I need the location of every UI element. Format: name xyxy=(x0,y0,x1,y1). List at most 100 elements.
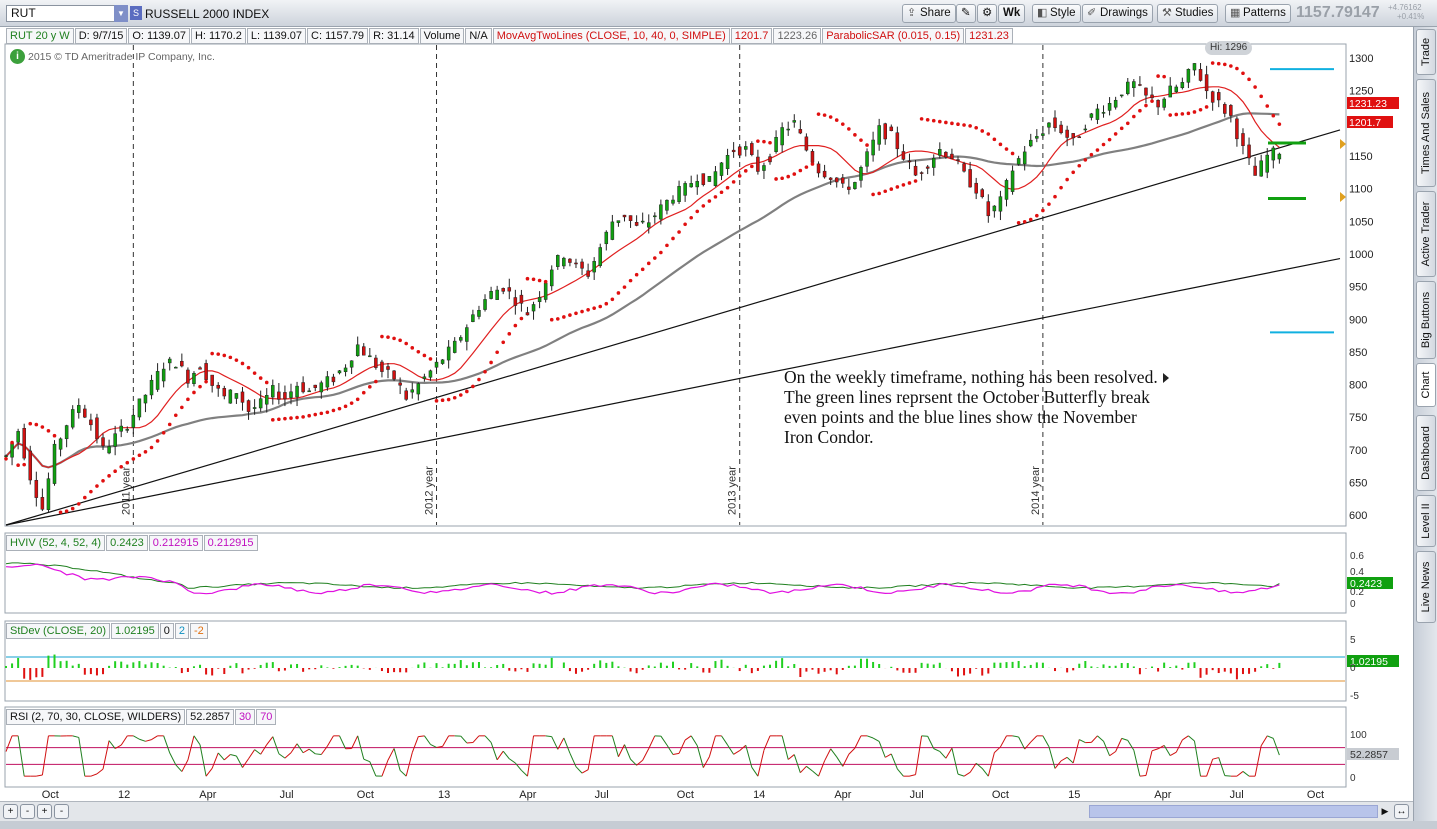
time-scrollbar-thumb[interactable] xyxy=(1089,805,1378,818)
candle-body xyxy=(295,385,299,398)
chart-annotation-text[interactable]: On the weekly timeframe, nothing has bee… xyxy=(784,367,1158,447)
sar-dot xyxy=(1198,107,1203,112)
symbol-link-badge[interactable]: S xyxy=(130,6,142,20)
sar-dot xyxy=(671,236,675,241)
quote-symbol-period[interactable]: RUT 20 y W xyxy=(6,27,74,44)
stdev-bar xyxy=(459,660,462,668)
time-tick-label: 12 xyxy=(118,789,130,801)
sidebar-tab-live-news[interactable]: Live News xyxy=(1416,551,1436,623)
sar-study-label[interactable]: ParabolicSAR (0.015, 0.15) xyxy=(822,27,965,44)
rsi-segment xyxy=(994,746,1001,753)
candle-body xyxy=(465,327,469,342)
stdev-bar xyxy=(629,668,632,672)
sidebar-tab-dashboard[interactable]: Dashboard xyxy=(1416,415,1436,491)
stdev-bar xyxy=(65,660,68,668)
stdev-bar xyxy=(932,664,935,668)
sar-dot xyxy=(768,140,772,145)
stdev-bar xyxy=(720,659,723,668)
rsi-segment xyxy=(575,766,583,774)
zoom-out-icon[interactable]: - xyxy=(20,804,35,819)
studies-icon: ⚒ xyxy=(1162,7,1172,19)
sar-dot xyxy=(28,421,33,426)
rsi-segment xyxy=(1030,735,1038,743)
price-panel[interactable] xyxy=(4,43,1347,527)
candle-body xyxy=(89,419,93,426)
stdev-bar xyxy=(393,668,396,673)
hviv-value-iv2: 0.212915 xyxy=(203,534,258,551)
price-tick-label: 950 xyxy=(1349,282,1367,294)
zoom-in-icon[interactable]: + xyxy=(3,804,18,819)
rsi-segment xyxy=(1012,735,1019,738)
price-tick-label: 1100 xyxy=(1349,184,1373,196)
stdev-bar xyxy=(762,665,765,668)
candle-body xyxy=(610,221,615,240)
patterns-button[interactable]: ▦ Patterns xyxy=(1225,4,1291,23)
sar-dot xyxy=(143,450,148,454)
hviv-study-label[interactable]: HVIV (52, 4, 52, 4) xyxy=(6,534,106,551)
candle-body xyxy=(362,346,366,356)
studies-button[interactable]: ⚒ Studies xyxy=(1157,4,1219,23)
rsi-segment xyxy=(418,735,425,738)
stdev-bar xyxy=(866,658,869,668)
sidebar-tab-times-and-sales[interactable]: Times And Sales xyxy=(1416,79,1436,187)
stdev-bar xyxy=(35,668,38,678)
rsi-study-label[interactable]: RSI (2, 70, 30, CLOSE, WILDERS) xyxy=(6,708,186,725)
rsi-series-layer xyxy=(5,735,1345,777)
trendline xyxy=(5,129,1341,526)
sar-dot xyxy=(1210,61,1215,65)
symbol-dropdown-icon[interactable]: ▼ xyxy=(114,5,128,22)
style-button[interactable]: ◧ Style xyxy=(1032,4,1081,23)
sar-dot xyxy=(634,272,639,277)
iv-line xyxy=(5,563,1280,595)
sidebar-tab-active-trader[interactable]: Active Trader xyxy=(1416,191,1436,277)
sar-dot xyxy=(568,313,572,317)
stdev-bar xyxy=(1199,668,1202,678)
candle-body xyxy=(1077,136,1082,139)
sidebar-tab-big-buttons[interactable]: Big Buttons xyxy=(1416,281,1436,359)
candle-body xyxy=(28,450,33,481)
stdev-tick: 5 xyxy=(1350,635,1356,646)
rsi-segment xyxy=(545,735,552,738)
expand-icon[interactable]: ↔ xyxy=(1394,804,1409,819)
stdev-study-label[interactable]: StDev (CLOSE, 20) xyxy=(6,622,110,639)
settings-icon[interactable]: ✎ xyxy=(956,4,976,23)
sidebar-tab-chart[interactable]: Chart xyxy=(1416,363,1436,407)
rsi-segment xyxy=(872,737,880,742)
sar-dot xyxy=(1241,71,1245,76)
zoom-out-icon[interactable]: - xyxy=(54,804,69,819)
candle-body xyxy=(768,156,772,163)
drawings-button[interactable]: ✐ Drawings xyxy=(1082,4,1153,23)
candle-body xyxy=(598,247,602,266)
volume-label[interactable]: Volume xyxy=(419,27,465,44)
stdev-bar xyxy=(1223,668,1226,672)
stdev-bar xyxy=(926,663,929,668)
sar-dot xyxy=(1059,185,1063,190)
chart-canvas[interactable]: 2011 year 2012 year 2013 year 2014 year 130… xyxy=(0,0,1413,801)
candle-body xyxy=(938,149,942,156)
hviv-value-iv: 0.212915 xyxy=(148,534,203,551)
stdev-bar xyxy=(83,668,86,675)
scroll-right-icon[interactable]: ▶ xyxy=(1381,806,1389,816)
sar-value: 1231.23 xyxy=(965,27,1013,44)
candle-body xyxy=(925,166,930,169)
sidebar-tab-trade[interactable]: Trade xyxy=(1416,29,1436,75)
candle-body xyxy=(52,443,57,484)
sar-dot xyxy=(895,185,900,189)
info-icon[interactable]: i xyxy=(10,49,25,64)
sar-dot xyxy=(622,285,627,289)
zoom-in-icon[interactable]: + xyxy=(37,804,52,819)
candle-body xyxy=(725,155,730,169)
stdev-panel[interactable] xyxy=(4,620,1347,702)
sar-dot xyxy=(938,119,942,124)
ma-study-label[interactable]: MovAvgTwoLines (CLOSE, 10, 40, 0, SIMPLE… xyxy=(492,27,730,44)
sar-dot xyxy=(574,311,578,316)
sar-dot xyxy=(1156,74,1160,78)
share-button[interactable]: ⇪ Share xyxy=(902,4,956,23)
candle-body xyxy=(240,391,245,403)
sar-dot xyxy=(828,115,833,119)
wrench-icon[interactable]: ⚙ xyxy=(977,4,997,23)
period-button[interactable]: Wk xyxy=(998,4,1026,23)
candle-body xyxy=(422,376,427,379)
sidebar-tab-level-ii[interactable]: Level II xyxy=(1416,495,1436,547)
